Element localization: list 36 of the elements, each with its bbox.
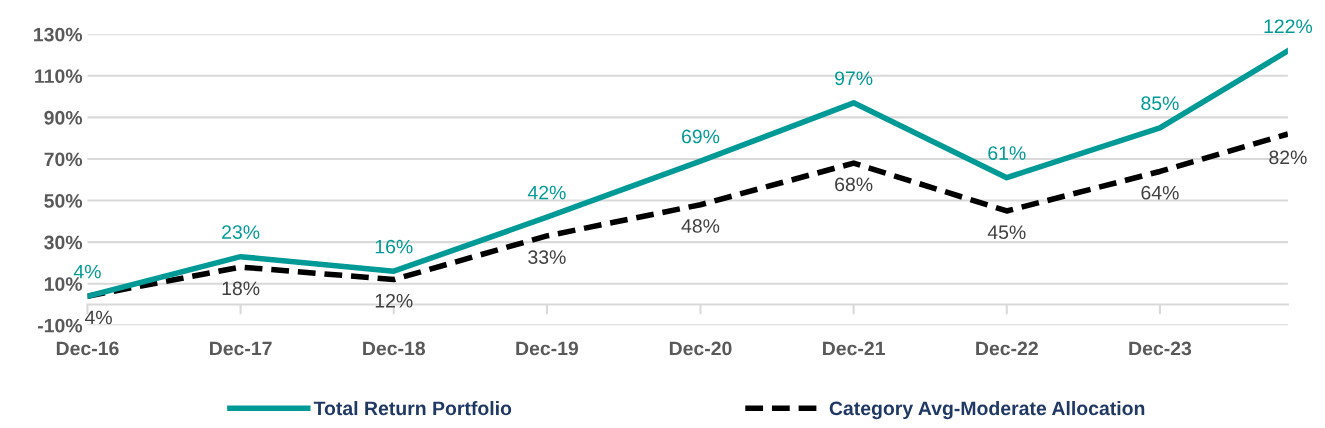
data-label: 16%: [375, 239, 413, 254]
x-tick-label: Dec-22: [976, 341, 1038, 356]
y-tick-label: 70%: [44, 152, 83, 167]
data-label: 61%: [988, 146, 1026, 160]
data-label: 4%: [84, 310, 112, 325]
y-tick-label: 10%: [44, 277, 83, 291]
data-label: 23%: [222, 225, 260, 239]
x-tick-label: Dec-21: [823, 341, 885, 356]
y-tick-label: 110%: [35, 69, 83, 84]
y-tick-label: 50%: [44, 194, 83, 208]
x-tick-label: Dec-23: [1129, 341, 1192, 356]
data-label: 33%: [528, 250, 566, 265]
y-tick-label: 130%: [34, 27, 83, 42]
data-label: 64%: [1141, 185, 1179, 200]
data-label: 82%: [1269, 150, 1307, 165]
data-label: 69%: [682, 129, 720, 144]
x-tick-label: Dec-17: [210, 341, 272, 356]
data-label: 122%: [1264, 19, 1313, 34]
data-label: 45%: [987, 225, 1026, 240]
data-label: 97%: [835, 71, 873, 86]
y-tick-label: 90%: [44, 110, 83, 125]
y-tick-label: -10%: [37, 318, 83, 333]
legend-label: Total Return Portfolio: [313, 400, 512, 416]
data-label: 85%: [1141, 96, 1179, 111]
x-tick-label: Dec-19: [516, 341, 579, 356]
data-label: 68%: [835, 177, 873, 192]
data-label: 18%: [222, 281, 260, 296]
legend-label: Category Avg-Moderate Allocation: [829, 400, 1145, 420]
data-label: 4%: [73, 264, 101, 279]
x-tick-label: Dec-16: [56, 341, 119, 356]
data-label: 42%: [527, 185, 566, 200]
data-label: 12%: [375, 293, 413, 308]
data-label: 48%: [681, 219, 720, 233]
y-tick-label: 30%: [44, 235, 83, 250]
x-tick-label: Dec-20: [669, 341, 732, 356]
x-tick-label: Dec-18: [363, 341, 426, 356]
